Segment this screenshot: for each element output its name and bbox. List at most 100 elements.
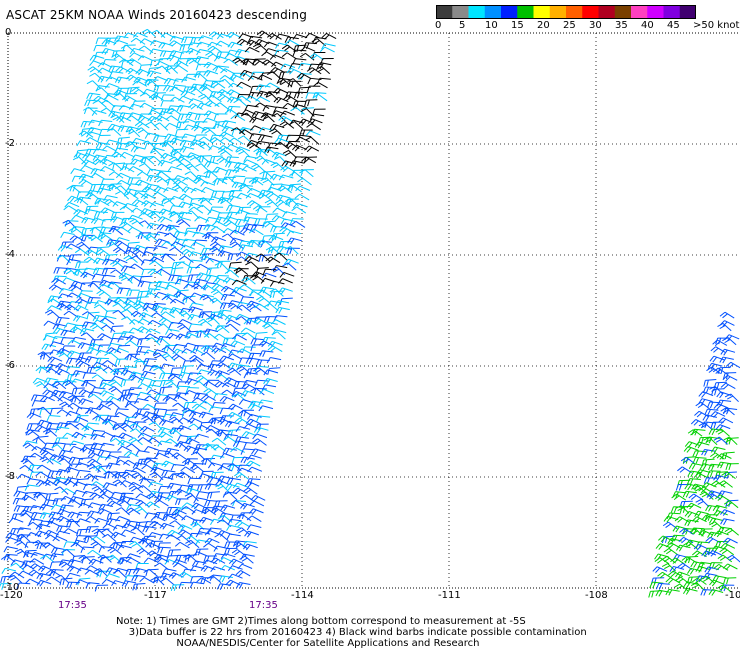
wind-barb [176,156,191,164]
wind-barb [110,375,126,382]
wind-barb [125,568,139,576]
wind-barb [209,246,224,255]
wind-barb [169,195,185,202]
wind-barb [157,216,173,223]
wind-barb [243,423,259,430]
wind-barb [92,148,108,155]
wind-barb [137,55,153,61]
wind-barb [177,324,192,333]
legend-label: 15 [511,20,524,31]
wind-barb [237,563,253,570]
wind-barb [246,524,262,531]
wind-barb [108,227,124,236]
wind-barb [69,326,85,333]
wind-barb [123,192,139,200]
wind-barb [98,493,113,501]
wind-barb [167,482,182,490]
wind-barb [100,207,116,215]
wind-barb [130,467,146,474]
wind-barb [266,186,282,193]
wind-barb [210,226,226,234]
wind-barb [47,470,62,478]
wind-barb [96,455,111,463]
wind-barb [167,549,181,557]
wind-barb [665,588,680,596]
wind-barb [724,393,739,403]
wind-barb [43,383,59,389]
wind-barb [212,177,228,185]
wind-barb [70,280,86,288]
wind-barb [74,261,89,269]
wind-barb [76,469,91,477]
wind-barb [134,121,150,129]
wind-barb [254,331,268,340]
wind-barb [176,425,192,432]
wind-barb [211,402,226,409]
wind-barb [110,114,125,123]
y-tick-label: -2 [5,138,15,149]
wind-barb [127,177,141,185]
wind-barb [159,379,174,387]
wind-barb [279,121,295,129]
wind-barb [176,261,192,268]
wind-barb [217,148,233,157]
wind-barb [234,218,249,226]
wind-barb [185,210,200,219]
wind-barb [708,428,723,436]
wind-barb [120,44,136,53]
wind-barb [105,400,120,409]
wind-barb [69,496,84,503]
wind-barb [276,245,292,253]
wind-barb [72,489,88,496]
wind-barb [36,579,52,587]
wind-barb [49,341,65,348]
wind-barb [115,66,131,74]
wind-barb [173,179,188,187]
wind-barb [251,176,267,184]
wind-barb [154,553,169,561]
wind-barb [102,533,117,542]
legend-swatch [647,5,664,19]
wind-barb [42,389,58,396]
wind-barb [126,115,141,123]
wind-barb [196,102,212,110]
wind-barb [137,437,153,444]
wind-barb [188,259,203,267]
wind-barb [43,377,59,385]
wind-barb [190,451,206,460]
wind-speed-legend [436,5,696,21]
wind-barb [22,442,38,450]
wind-barb [174,488,190,496]
wind-barb [53,267,68,274]
wind-barb [190,241,206,248]
wind-barb [151,462,167,470]
wind-barb [239,494,255,502]
wind-barb [96,289,111,298]
wind-barb [37,351,52,360]
wind-barb [122,95,137,102]
wind-barb [63,310,79,318]
wind-barb [200,351,216,360]
wind-barb [61,549,76,558]
wind-barb [229,290,244,298]
wind-barb [256,296,271,304]
wind-barb [207,45,223,53]
wind-barb [278,287,293,295]
wind-barb [161,352,176,362]
wind-barb [231,128,246,136]
wind-barb [720,584,735,592]
wind-barb [67,511,83,519]
wind-barb [267,367,281,375]
wind-barb [162,514,178,521]
wind-barb [137,382,153,389]
legend-swatch [582,5,599,19]
wind-barb [257,239,273,247]
wind-barb [188,306,203,314]
wind-barb [152,349,168,356]
wind-barb [270,225,284,233]
wind-barb [250,125,265,131]
wind-barb [86,131,101,138]
wind-barb [716,584,732,593]
wind-barb [682,490,697,498]
wind-barb [223,219,239,228]
